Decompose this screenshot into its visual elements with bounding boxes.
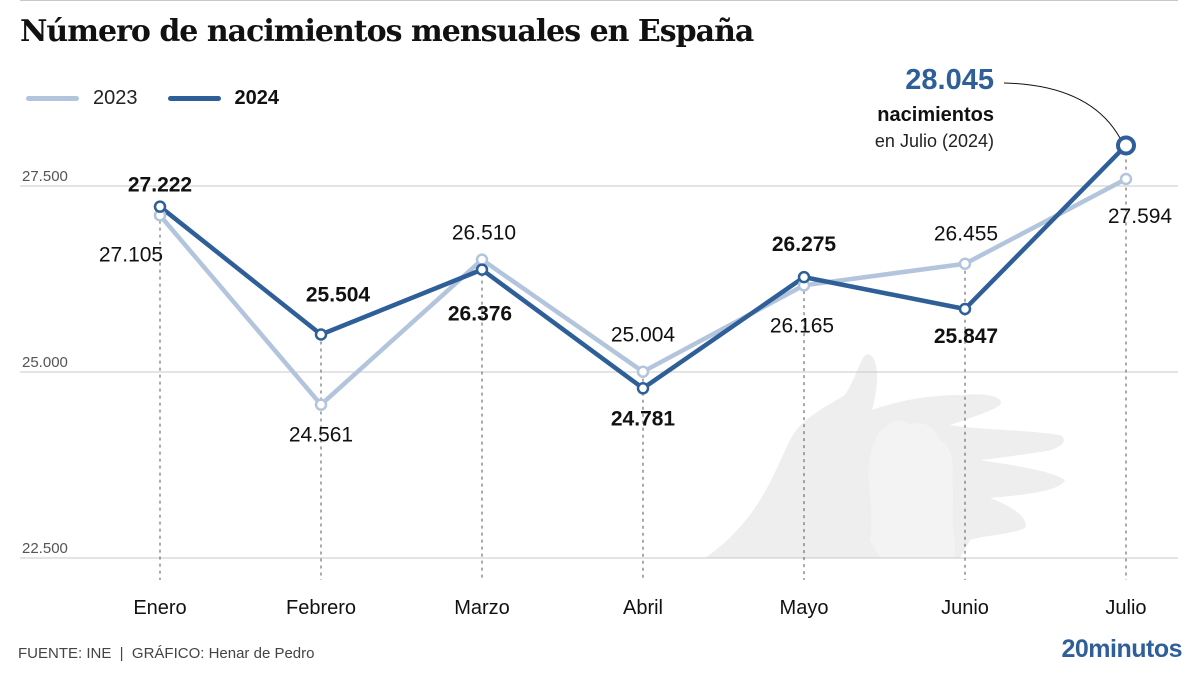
legend-label-2024: 2024 [234, 86, 280, 109]
data-label-2024: 24.781 [611, 407, 676, 430]
data-point-2023 [958, 257, 972, 270]
x-tick-label: Julio [1105, 597, 1146, 619]
data-label-2023: 27.594 [1108, 205, 1173, 228]
annotation-line1: nacimientos [877, 104, 994, 126]
brand-logo: 20minutos [1061, 635, 1182, 663]
legend-item-2023: 2023 [26, 87, 138, 110]
footer-source: FUENTE: INE | GRÁFICO: Henar de Pedro [18, 645, 314, 662]
x-axis-labels: Enero Febrero Marzo Abril Mayo Junio Julio [133, 597, 1146, 619]
data-label-2023: 26.165 [770, 314, 834, 337]
data-point-2024 [153, 200, 167, 213]
data-label-2024: 27.222 [128, 174, 192, 197]
baby-hand-shape [868, 420, 955, 558]
data-point-2023 [1119, 172, 1133, 186]
data-label-2024: 26.275 [772, 233, 837, 256]
data-label-2023: 26.510 [452, 222, 516, 245]
x-tick-label: Mayo [780, 597, 829, 619]
data-point-2024 [797, 270, 811, 284]
y-tick-label: 22.500 [22, 540, 68, 557]
data-point-2024 [636, 382, 650, 395]
annotation-value: 28.045 [905, 64, 994, 96]
data-labels: 27.105 24.561 26.510 25.004 26.165 26.455 27.5… [99, 174, 1173, 447]
y-tick-label: 25.000 [22, 354, 68, 371]
grid: 22.500 25.000 27.500 [20, 168, 1178, 559]
x-tick-label: Febrero [286, 597, 356, 619]
data-point-2023 [314, 398, 328, 411]
legend: 2023 2024 [26, 84, 309, 112]
annotation-line2: en Julio (2024) [874, 131, 994, 151]
data-point-2024 [958, 302, 972, 316]
y-tick-label: 27.500 [22, 168, 68, 185]
data-label-2023: 25.004 [611, 324, 676, 347]
legend-swatch-2024 [167, 95, 221, 101]
legend-label-2023: 2023 [93, 86, 138, 109]
chart-title: Número de nacimientos mensuales en Españ… [20, 14, 754, 49]
data-label-2023: 26.455 [934, 223, 998, 246]
top-rule [20, 0, 1178, 1]
data-label-2024: 25.847 [934, 325, 998, 348]
hands-background-image [705, 354, 1065, 558]
x-tick-label: Enero [133, 597, 186, 619]
source-text: FUENTE: INE | GRÁFICO: Henar de Pedro [18, 645, 315, 662]
legend-swatch-2023 [26, 95, 79, 101]
data-label-2024: 26.376 [448, 303, 512, 326]
x-tick-label: Junio [941, 597, 989, 619]
month-guides [159, 145, 1127, 580]
series-line-2024 [157, 143, 1129, 391]
data-point-2024 [314, 328, 328, 341]
legend-item-2024: 2024 [167, 86, 280, 110]
annotation-connector [1003, 82, 1121, 139]
data-label-2023: 24.561 [289, 424, 353, 447]
x-tick-label: Abril [623, 597, 663, 619]
data-point-2023 [636, 365, 650, 378]
x-tick-label: Marzo [454, 597, 510, 619]
data-point-2023 [475, 253, 489, 266]
data-point-2024 [1116, 135, 1136, 156]
series-points [153, 135, 1136, 411]
data-point-2024 [475, 263, 489, 276]
data-label-2024: 25.504 [306, 284, 371, 307]
data-label-2023: 27.105 [99, 243, 163, 266]
